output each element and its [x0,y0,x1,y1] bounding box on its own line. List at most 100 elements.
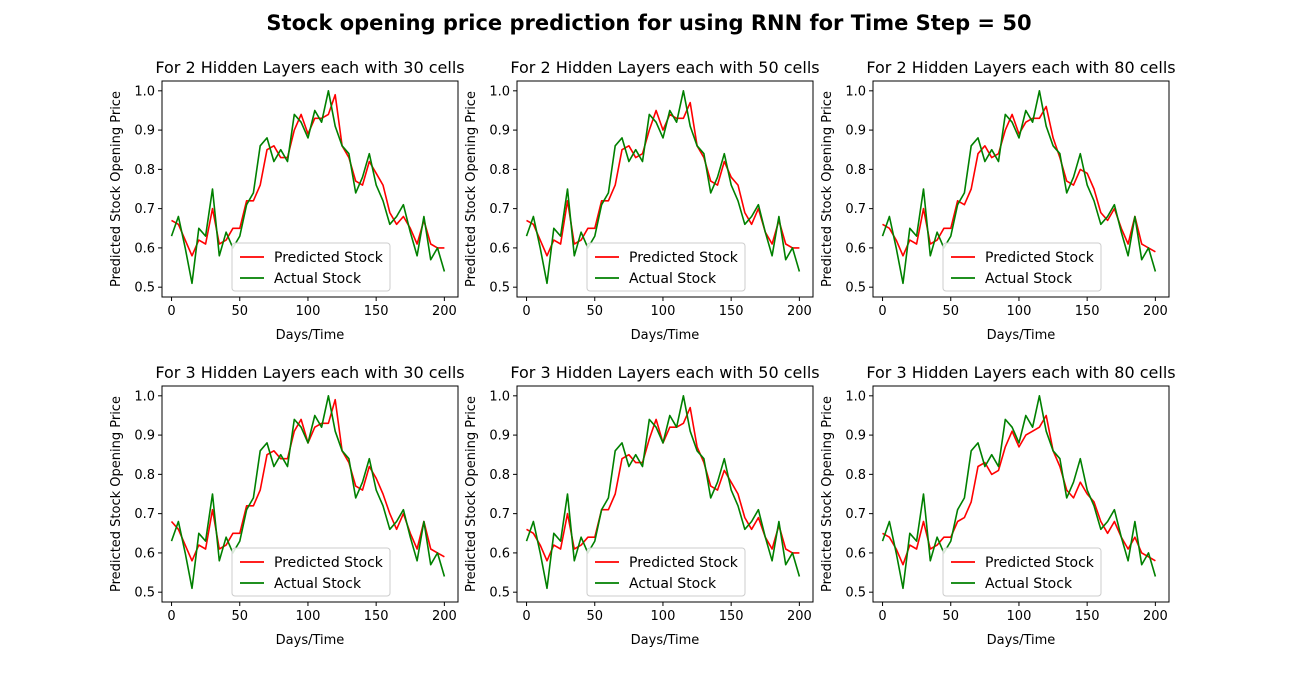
y-tick-label: 0.6 [134,546,155,561]
x-tick-label: 150 [364,609,389,624]
subplot-title: For 2 Hidden Layers each with 50 cells [510,58,819,77]
legend-box [231,242,391,292]
legend-box [942,547,1102,597]
y-tick-label: 0.8 [134,468,155,483]
y-tick-label: 0.7 [489,507,510,522]
y-tick-label: 0.7 [134,507,155,522]
legend-box [942,242,1102,292]
y-tick-label: 0.8 [845,163,866,178]
subplot-title: For 2 Hidden Layers each with 80 cells [866,58,1175,77]
legend-box [231,547,391,597]
legend-predicted-label: Predicted Stock [985,555,1095,571]
legend-actual-label: Actual Stock [629,576,717,592]
y-tick-label: 0.6 [845,241,866,256]
y-tick-label: 1.0 [845,389,866,404]
y-tick-label: 0.7 [489,202,510,217]
x-tick-label: 200 [432,304,457,319]
y-tick-label: 0.7 [845,507,866,522]
y-tick-label: 0.5 [134,281,155,296]
subplot-title: For 3 Hidden Layers each with 80 cells [866,363,1175,382]
x-tick-label: 200 [787,304,812,319]
x-tick-label: 200 [1143,609,1168,624]
legend-predicted-label: Predicted Stock [629,250,739,266]
x-tick-label: 150 [1075,304,1100,319]
y-axis-label: Predicted Stock Opening Price [464,396,479,592]
x-tick-label: 0 [522,609,530,624]
y-tick-label: 0.5 [489,586,510,601]
x-tick-label: 100 [296,304,321,319]
y-tick-label: 1.0 [845,84,866,99]
y-tick-label: 0.9 [489,429,510,444]
axes-frame [161,385,459,603]
x-tick-label: 150 [1075,609,1100,624]
x-tick-label: 0 [878,609,886,624]
x-tick-label: 0 [167,304,175,319]
y-tick-label: 1.0 [489,84,510,99]
predicted-stock-line [526,406,800,562]
legend-predicted-label: Predicted Stock [274,555,384,571]
y-tick-label: 0.6 [489,546,510,561]
actual-stock-line [881,394,1157,590]
y-tick-label: 0.9 [845,124,866,139]
axes-frame [516,385,814,603]
y-tick-label: 0.9 [134,429,155,444]
x-tick-label: 150 [364,304,389,319]
actual-stock-line [525,394,801,590]
x-tick-label: 150 [719,304,744,319]
legend-actual-label: Actual Stock [274,271,362,287]
x-tick-label: 100 [1007,609,1032,624]
axes-frame [872,385,1170,603]
legend-actual-label: Actual Stock [629,271,717,287]
legend: Predicted Stock Actual Stock [586,242,746,292]
y-tick-label: 0.5 [134,586,155,601]
x-tick-label: 50 [942,609,959,624]
y-tick-label: 0.9 [845,429,866,444]
legend: Predicted Stock Actual Stock [942,242,1102,292]
y-tick-label: 0.6 [134,241,155,256]
x-tick-label: 100 [651,609,676,624]
axes-frame [161,80,459,298]
actual-stock-line [170,90,446,285]
x-tick-label: 0 [522,304,530,319]
x-tick-label: 50 [231,609,248,624]
figure-title: Stock opening price prediction for using… [266,11,1031,35]
y-tick-label: 0.7 [845,202,866,217]
predicted-stock-line [170,398,445,562]
axes-frame [872,80,1170,298]
x-tick-label: 50 [586,304,603,319]
actual-stock-line [170,394,446,590]
y-tick-label: 1.0 [489,389,510,404]
y-axis-label: Predicted Stock Opening Price [109,91,124,287]
x-tick-label: 200 [1143,304,1168,319]
x-tick-label: 50 [231,304,248,319]
x-tick-label: 50 [942,304,959,319]
y-axis-label: Predicted Stock Opening Price [464,91,479,287]
y-tick-label: 1.0 [134,389,155,404]
y-tick-label: 0.7 [134,202,155,217]
x-tick-label: 0 [878,304,886,319]
y-tick-label: 0.9 [134,124,155,139]
x-axis-label: Days/Time [276,633,345,648]
y-tick-label: 0.8 [845,468,866,483]
actual-stock-line [525,90,801,285]
x-axis-label: Days/Time [276,328,345,343]
predicted-stock-line [882,414,1156,566]
axes-frame [516,80,814,298]
subplot-title: For 2 Hidden Layers each with 30 cells [155,58,464,77]
y-tick-label: 0.6 [845,546,866,561]
legend-actual-label: Actual Stock [274,576,362,592]
y-tick-label: 0.8 [489,468,510,483]
x-axis-label: Days/Time [631,633,700,648]
y-tick-label: 0.5 [489,281,510,296]
y-tick-label: 1.0 [134,84,155,99]
x-tick-label: 50 [586,609,603,624]
y-tick-label: 0.5 [845,586,866,601]
x-tick-label: 200 [432,609,457,624]
legend-actual-label: Actual Stock [985,271,1073,287]
legend: Predicted Stock Actual Stock [231,242,391,292]
